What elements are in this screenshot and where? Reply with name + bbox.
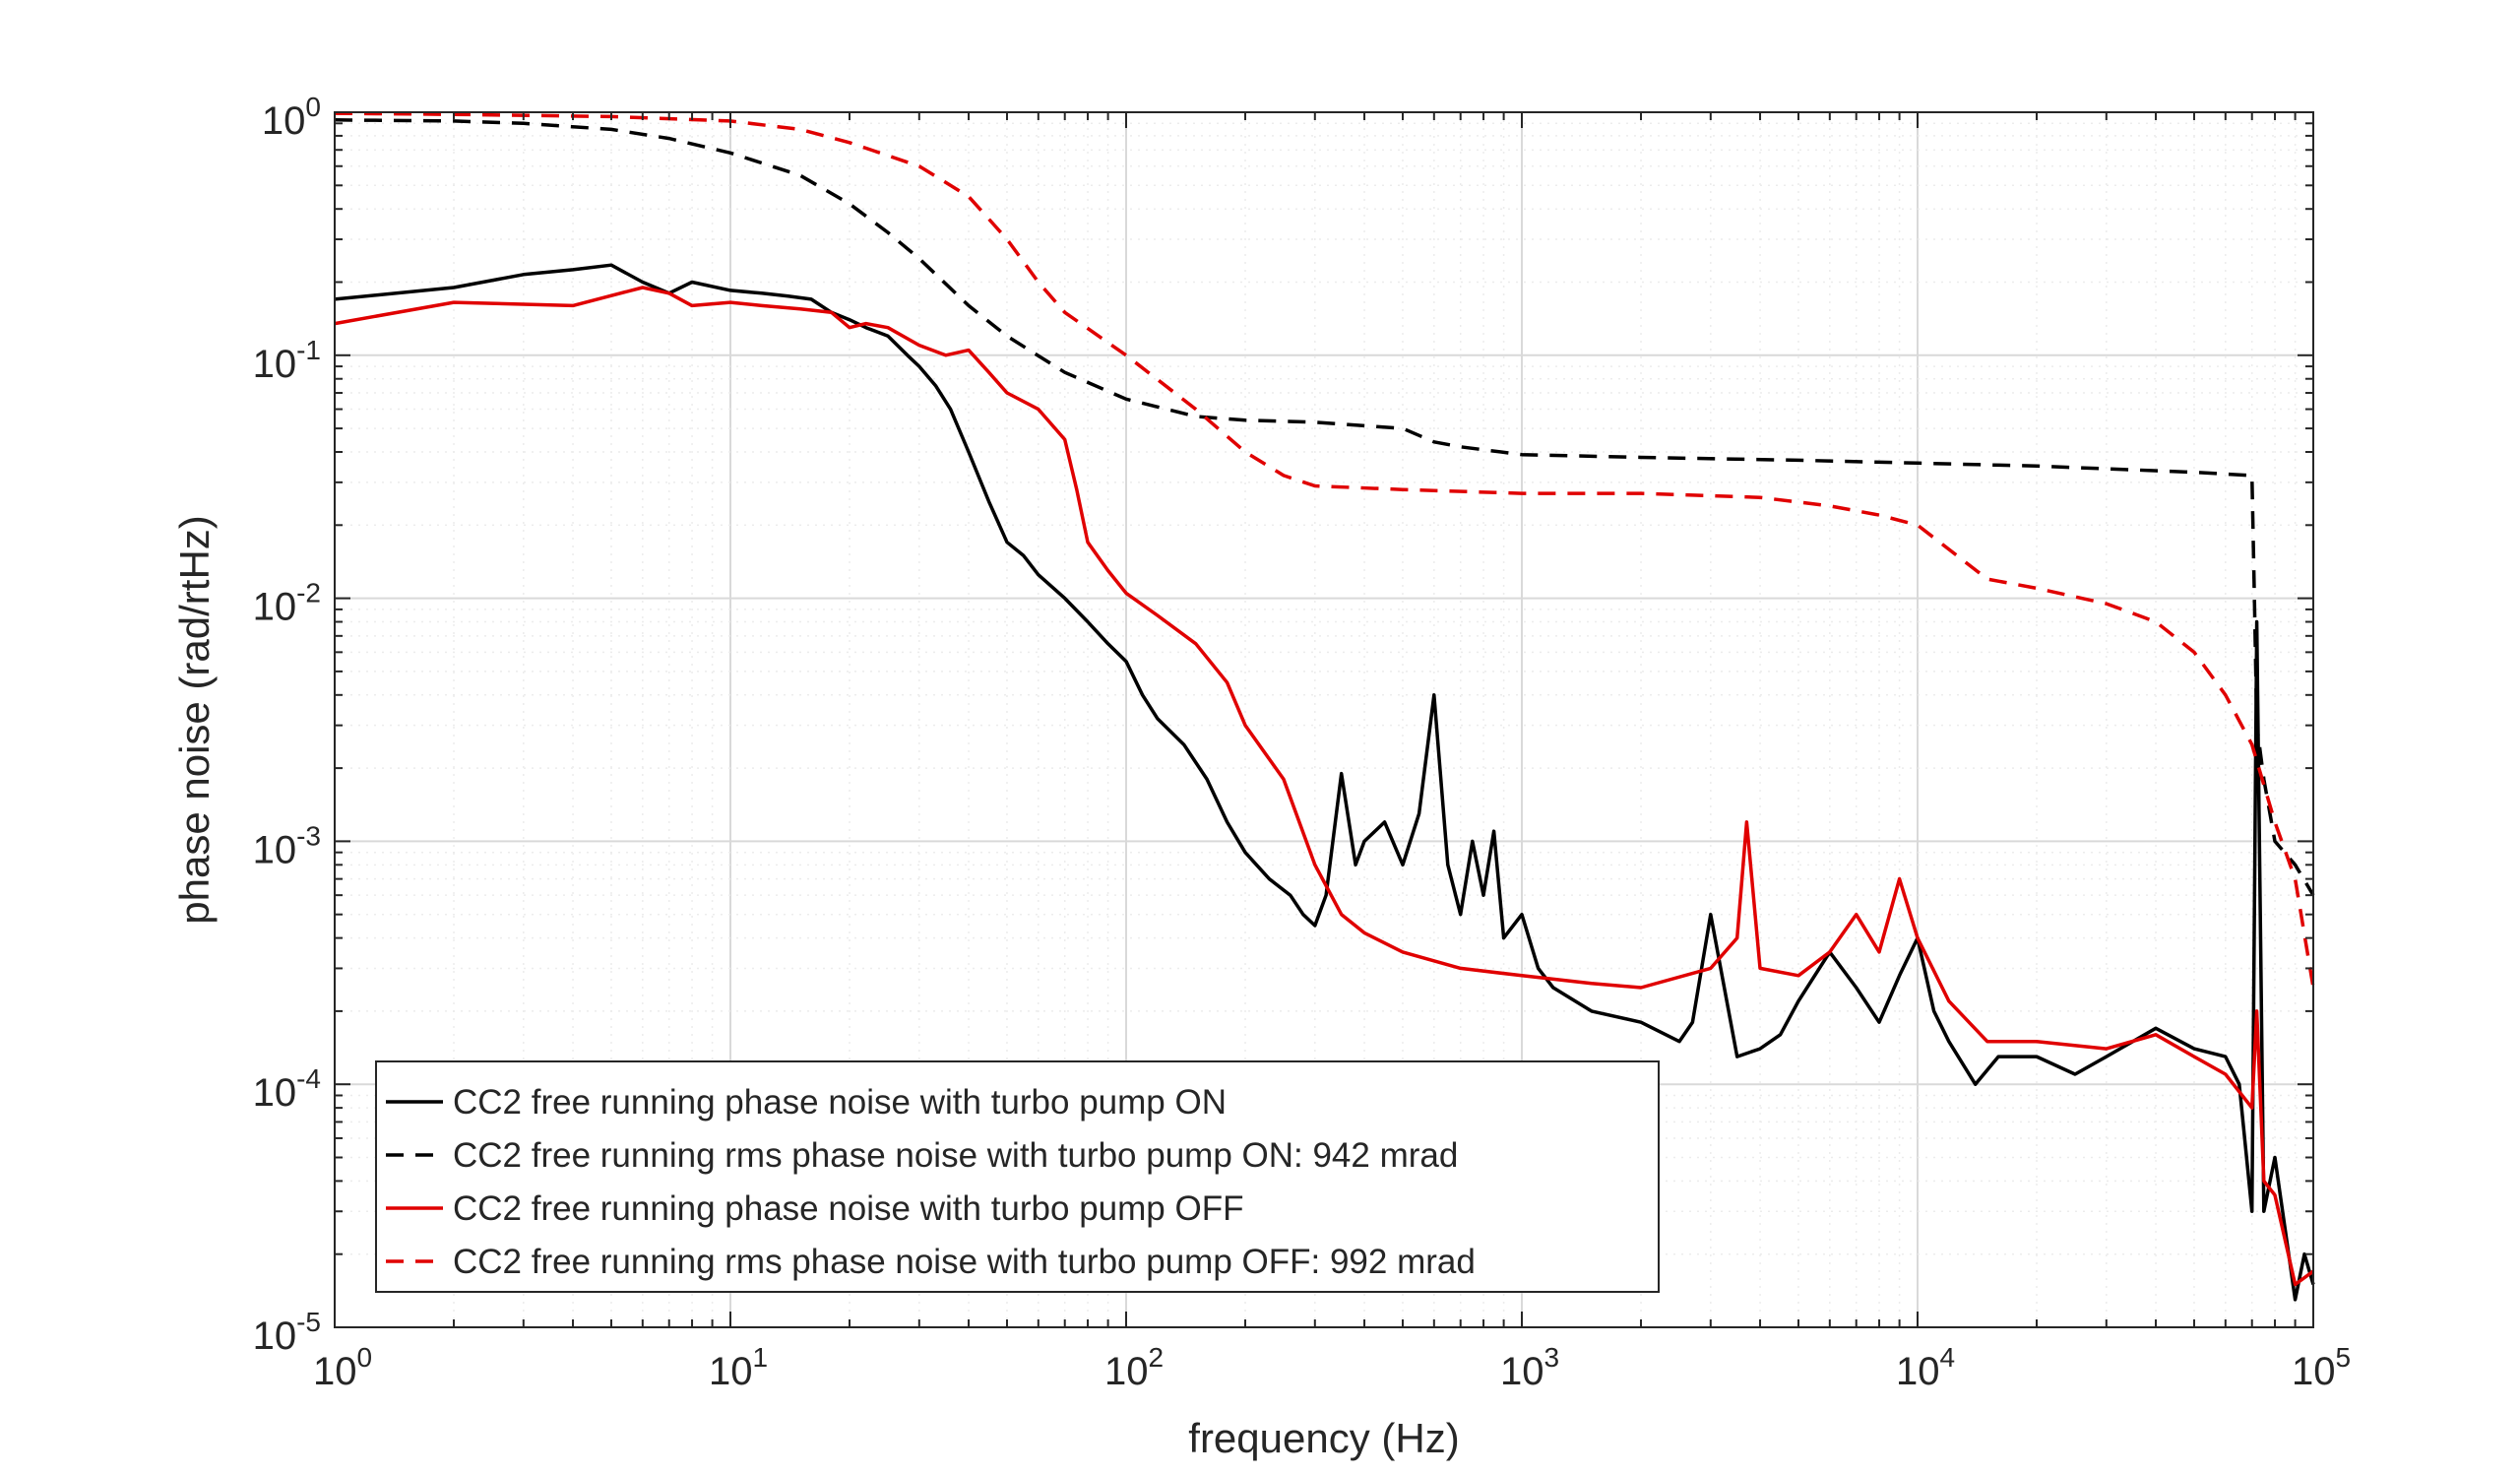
y-tick-label: 10-2 xyxy=(253,578,321,629)
legend-box xyxy=(375,1060,1660,1293)
legend-entry: CC2 free running phase noise with turbo … xyxy=(386,1189,1243,1228)
legend-label: CC2 free running rms phase noise with tu… xyxy=(453,1136,1458,1175)
legend: CC2 free running phase noise with turbo … xyxy=(375,1060,1660,1293)
y-tick-label: 10-1 xyxy=(253,335,321,386)
legend-label: CC2 free running rms phase noise with tu… xyxy=(453,1243,1476,1281)
axis-ticks xyxy=(334,112,2313,1328)
legend-label: CC2 free running phase noise with turbo … xyxy=(453,1083,1227,1122)
y-tick-label: 10-3 xyxy=(253,820,321,871)
legend-entry: CC2 free running rms phase noise with tu… xyxy=(386,1243,1476,1281)
y-tick-label: 10-4 xyxy=(253,1063,321,1115)
plot-series xyxy=(334,111,2315,1302)
x-tick-label: 105 xyxy=(2292,1342,2351,1393)
series-line-1 xyxy=(334,263,2315,1302)
x-tick-label: 102 xyxy=(1104,1342,1164,1393)
series-line-3 xyxy=(334,286,2315,1287)
x-tick-label: 100 xyxy=(313,1342,372,1393)
tick-labels: 100 101 102 103 104 105 100 10-1 10-2 10-3 10-4 10-… xyxy=(253,92,2351,1393)
y-tick-label: 100 xyxy=(262,92,321,143)
x-tick-label: 101 xyxy=(709,1342,768,1393)
y-axis-label: phase noise (rad/rtHz) xyxy=(171,515,218,925)
y-tick-label: 10-5 xyxy=(253,1307,321,1358)
x-tick-label: 104 xyxy=(1896,1342,1955,1393)
legend-label: CC2 free running phase noise with turbo … xyxy=(453,1189,1243,1228)
axes-frame xyxy=(334,111,2314,1328)
x-tick-label: 103 xyxy=(1500,1342,1559,1393)
legend-entry: CC2 free running phase noise with turbo … xyxy=(386,1083,1227,1122)
series-line-4 xyxy=(334,111,2315,989)
series-line-2 xyxy=(334,118,2315,897)
legend-entry: CC2 free running rms phase noise with tu… xyxy=(386,1136,1458,1175)
x-axis-label: frequency (Hz) xyxy=(1188,1415,1459,1461)
